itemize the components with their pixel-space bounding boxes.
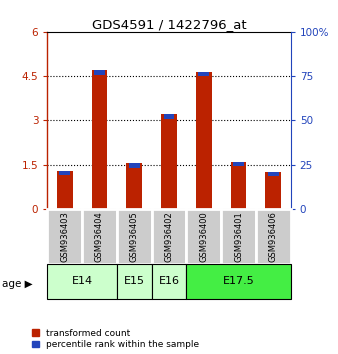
Bar <box>256 209 291 264</box>
Text: E14: E14 <box>72 276 93 286</box>
Bar <box>94 70 105 75</box>
Bar <box>231 162 246 209</box>
Bar <box>164 114 174 119</box>
Legend: transformed count, percentile rank within the sample: transformed count, percentile rank withi… <box>31 329 199 349</box>
Bar <box>268 172 279 176</box>
Bar <box>47 264 117 299</box>
Bar <box>82 209 117 264</box>
Text: GSM936406: GSM936406 <box>269 211 278 262</box>
Text: E16: E16 <box>159 276 179 286</box>
Bar <box>117 264 152 299</box>
Bar <box>57 171 73 209</box>
Text: E17.5: E17.5 <box>223 276 255 286</box>
Text: GSM936403: GSM936403 <box>60 211 69 262</box>
Bar <box>221 209 256 264</box>
Bar <box>198 72 209 76</box>
Text: GSM936400: GSM936400 <box>199 211 208 262</box>
Text: GSM936404: GSM936404 <box>95 211 104 262</box>
Text: GSM936402: GSM936402 <box>165 211 173 262</box>
Bar <box>152 209 186 264</box>
Bar <box>47 209 82 264</box>
Text: GSM936401: GSM936401 <box>234 211 243 262</box>
Bar <box>161 114 177 209</box>
Bar <box>186 209 221 264</box>
Text: GDS4591 / 1422796_at: GDS4591 / 1422796_at <box>92 18 246 31</box>
Bar <box>186 264 291 299</box>
Text: age ▶: age ▶ <box>2 279 32 289</box>
Bar <box>233 162 244 166</box>
Bar <box>196 72 212 209</box>
Bar <box>265 172 281 209</box>
Bar <box>129 163 140 167</box>
Text: E15: E15 <box>124 276 145 286</box>
Bar <box>59 171 70 175</box>
Bar <box>152 264 186 299</box>
Bar <box>126 163 142 209</box>
Bar <box>117 209 152 264</box>
Text: GSM936405: GSM936405 <box>130 211 139 262</box>
Bar <box>92 70 107 209</box>
